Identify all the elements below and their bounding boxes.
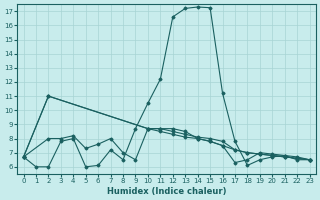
X-axis label: Humidex (Indice chaleur): Humidex (Indice chaleur) [107,187,226,196]
